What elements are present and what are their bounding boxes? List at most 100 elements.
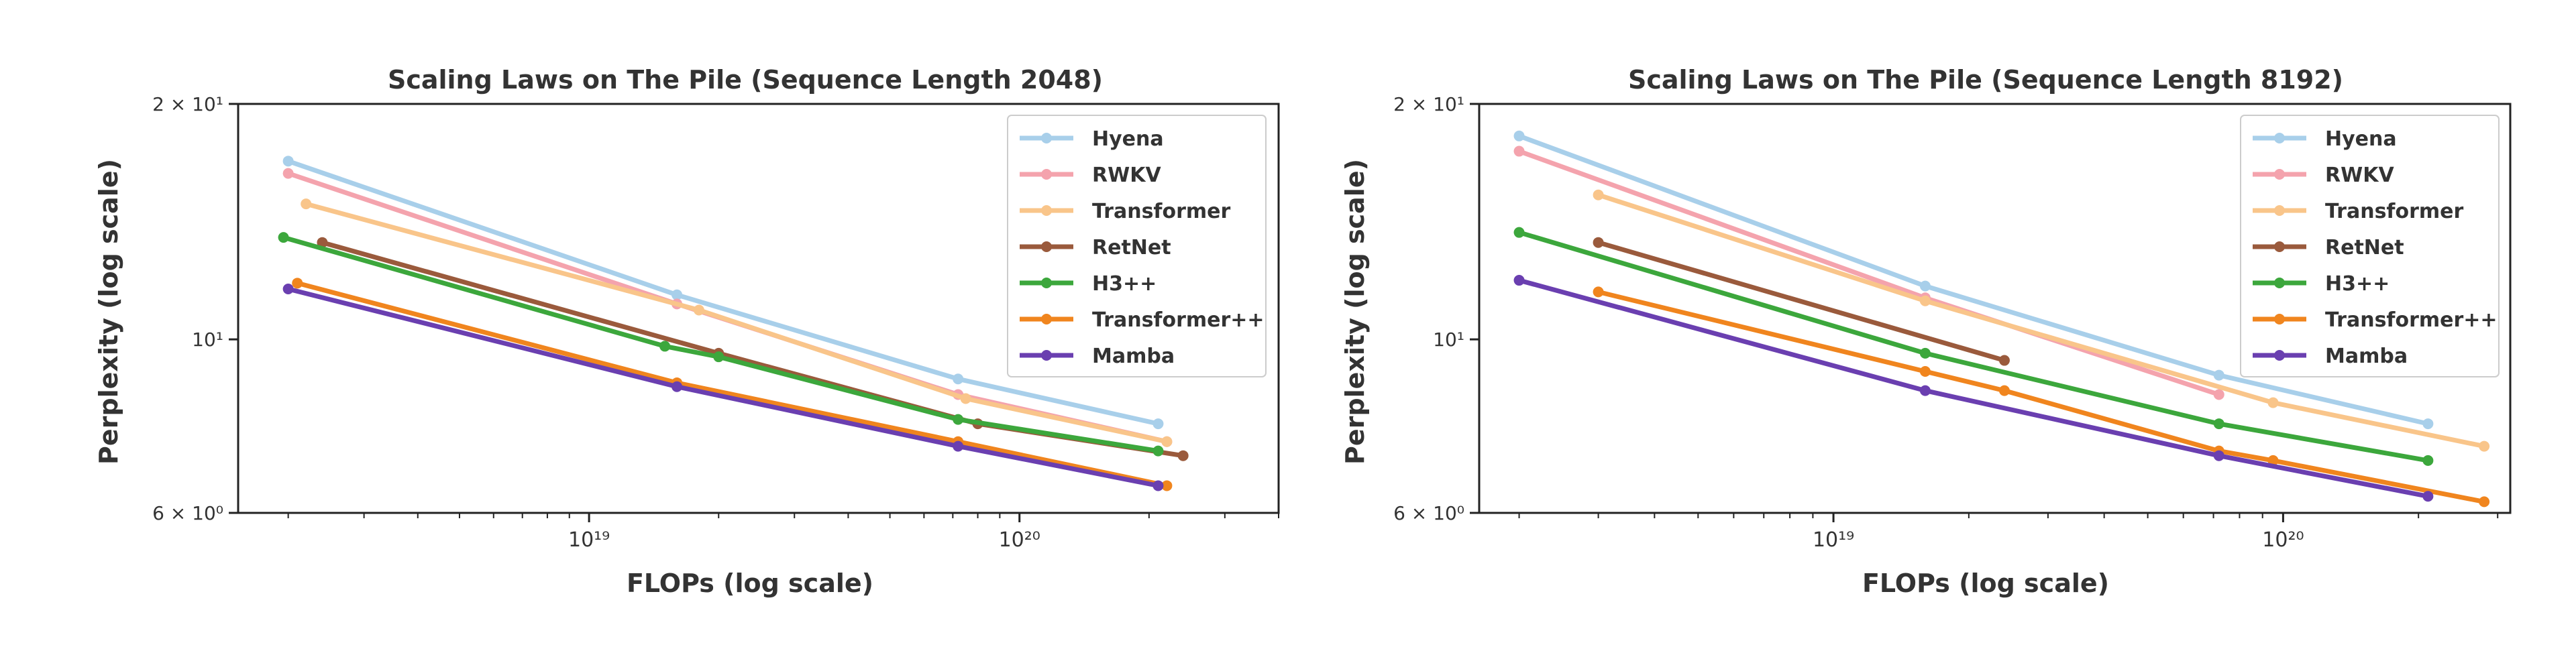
chart-1-point	[292, 278, 303, 289]
chart-1-legend-label: RWKV	[1092, 164, 1161, 187]
chart-2-point	[2422, 418, 2434, 430]
chart-1-legend-marker	[1041, 314, 1052, 324]
chart-2-legend: Hyena RWKV Transformer RetNet H3++ Transforme…	[2240, 115, 2500, 377]
chart-2-series-hyena	[1517, 133, 2430, 426]
chart-1-point	[953, 414, 964, 425]
chart-2-legend-label: Mamba	[2325, 345, 2408, 368]
chart-2-title: Scaling Laws on The Pile (Sequence Lengt…	[1628, 65, 2343, 95]
chart-1-xlabel: FLOPs (log scale)	[627, 569, 873, 598]
chart-2-xtick-label-0: 10¹⁹	[1813, 528, 1854, 552]
chart-1-legend-marker	[1041, 169, 1052, 180]
chart-2-point	[1593, 286, 1604, 298]
chart-1-legend-label: H3++	[1092, 272, 1157, 296]
chart-1-point	[301, 198, 312, 210]
chart-1-legend-label: Mamba	[1092, 345, 1175, 368]
chart-1-point	[317, 237, 328, 248]
chart-2-legend-marker	[2274, 278, 2285, 288]
chart-1-title: Scaling Laws on The Pile (Sequence Lengt…	[388, 65, 1103, 95]
chart-2-ytick-label-2: 6 × 10⁰	[1393, 502, 1464, 524]
chart-1-point	[960, 393, 971, 404]
chart-1-point	[1161, 480, 1173, 491]
chart-2-point	[1513, 275, 1525, 286]
chart-2-legend-label: Hyena	[2325, 127, 2397, 151]
chart-2-point	[2267, 397, 2279, 408]
chart-1-point	[672, 381, 683, 392]
chart-2-legend-marker	[2274, 241, 2285, 252]
chart-1-series-transformerplusplus	[294, 280, 1169, 488]
chart-2-xtick-label-1: 10²⁰	[2262, 528, 2304, 552]
chart-2-legend-box	[2240, 115, 2500, 377]
chart-2-point	[2422, 455, 2434, 466]
chart-2-legend-label: Transformer++	[2325, 308, 2498, 332]
chart-2-point	[2213, 418, 2224, 430]
chart-2-axes: 10¹⁹ 10²⁰ 2 × 10¹ 10¹ 6 × 10⁰	[1393, 93, 2499, 552]
chart-1-legend-label: Transformer++	[1092, 308, 1265, 332]
chart-1-legend-marker	[1041, 205, 1052, 216]
chart-2-xlabel: FLOPs (log scale)	[1862, 569, 2109, 598]
chart-1-point	[278, 232, 289, 243]
chart-1-point	[953, 373, 964, 385]
chart-1-point	[282, 283, 294, 294]
chart-1-series-hyena	[286, 158, 1161, 426]
chart-2-ylabel: Perplexity (log scale)	[1340, 159, 1370, 465]
chart-1-ytick-label-2: 6 × 10⁰	[152, 502, 223, 524]
chart-2-point	[1593, 237, 1604, 248]
chart-1-legend: Hyena RWKV Transformer RetNet H3++ Transforme…	[1007, 115, 1267, 377]
chart-1-ytick-label-0: 2 × 10¹	[152, 93, 223, 115]
chart-2-ytick-label-0: 2 × 10¹	[1393, 93, 1464, 115]
chart-1-point	[693, 304, 704, 316]
chart-1-plot-area	[278, 156, 1189, 491]
chart-2-legend-marker	[2274, 169, 2285, 180]
chart-2-legend-label: H3++	[2325, 272, 2390, 296]
chart-2-legend-marker	[2274, 350, 2285, 361]
chart-1-axes-frame	[237, 103, 1280, 514]
chart-2-point	[1513, 130, 1525, 141]
chart-1-point	[659, 341, 671, 352]
chart-1-legend-label: RetNet	[1092, 236, 1171, 259]
chart-1-axes: 10¹⁹ 10²⁰ 2 × 10¹ 10¹ 6 × 10⁰	[152, 93, 1279, 552]
chart-1-ylabel: Perplexity (log scale)	[94, 159, 123, 465]
chart-2-legend-marker	[2274, 205, 2285, 216]
chart-2-axes-frame	[1478, 103, 2512, 514]
chart-2-point	[1593, 189, 1604, 200]
chart-2-legend-marker	[2274, 314, 2285, 324]
chart-1-xtick-label-1: 10²⁰	[999, 528, 1040, 552]
chart-panel-2: Scaling Laws on The Pile (Sequence Lengt…	[1340, 65, 2512, 598]
chart-2-point	[1919, 295, 1931, 306]
chart-1-ytick-label-1: 10¹	[192, 329, 223, 351]
chart-1-series-mamba	[286, 286, 1161, 488]
chart-panel-1: Scaling Laws on The Pile (Sequence Lengt…	[94, 65, 1280, 598]
chart-2-series-transformerplusplus	[1596, 289, 2487, 504]
chart-2-point	[2479, 496, 2490, 508]
chart-1-point	[1177, 450, 1189, 461]
chart-2-point	[1998, 355, 2010, 366]
chart-2-legend-label: RetNet	[2325, 236, 2404, 259]
chart-2-point	[1998, 385, 2010, 396]
chart-1-point	[1152, 418, 1164, 430]
chart-1-legend-label: Transformer	[1092, 200, 1230, 223]
chart-2-legend-label: RWKV	[2325, 164, 2394, 187]
chart-2-point	[2479, 440, 2490, 452]
chart-1-point	[1152, 445, 1164, 457]
chart-1-xtick-label-0: 10¹⁹	[568, 528, 610, 552]
chart-1-legend-marker	[1041, 278, 1052, 288]
chart-1-legend-marker	[1041, 350, 1052, 361]
chart-1-point	[713, 351, 724, 363]
chart-1-legend-marker	[1041, 133, 1052, 143]
chart-2-point	[1919, 385, 1931, 396]
chart-2-series-mamba	[1517, 278, 2430, 499]
chart-1-legend-box	[1007, 115, 1267, 377]
chart-2-point	[1919, 347, 1931, 359]
chart-2-point	[1919, 365, 1931, 377]
chart-2-plot-area	[1513, 130, 2490, 508]
chart-2-point	[2213, 450, 2224, 461]
chart-1-legend-label: Hyena	[1092, 127, 1164, 151]
chart-2-series-retnet	[1596, 240, 2007, 363]
chart-2-series-h3plusplus	[1517, 230, 2430, 463]
chart-2-series-transformer	[1596, 192, 2487, 449]
chart-2-point	[2422, 491, 2434, 502]
chart-1-point	[953, 440, 964, 452]
chart-1-series-transformer	[303, 201, 1169, 445]
chart-2-point	[1513, 145, 1525, 157]
chart-1-point	[282, 156, 294, 167]
